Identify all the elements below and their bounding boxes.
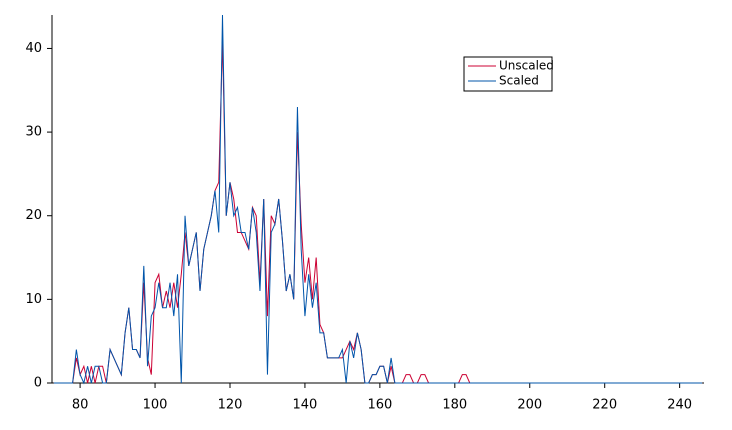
x-tick-label: 200 — [517, 398, 542, 413]
legend-box — [463, 56, 553, 92]
x-tick-label: 120 — [218, 398, 243, 413]
y-tick-label: 10 — [25, 292, 42, 307]
legend-label: Scaled — [499, 74, 539, 88]
x-tick-label: 220 — [592, 398, 617, 413]
y-tick-label: 20 — [25, 208, 42, 223]
x-tick-label: 160 — [367, 398, 392, 413]
x-tick-label: 180 — [442, 398, 467, 413]
series-line — [53, 14, 703, 385]
series-line — [53, 40, 703, 384]
x-tick-label: 100 — [143, 398, 168, 413]
y-tick-label: 40 — [25, 41, 42, 56]
x-tick-label: 80 — [72, 398, 89, 413]
y-tick-label: 30 — [25, 125, 42, 140]
y-tick-label: 0 — [34, 376, 42, 391]
x-tick-label: 140 — [293, 398, 318, 413]
legend-label: Unscaled — [499, 59, 554, 73]
x-tick-label: 240 — [667, 398, 692, 413]
